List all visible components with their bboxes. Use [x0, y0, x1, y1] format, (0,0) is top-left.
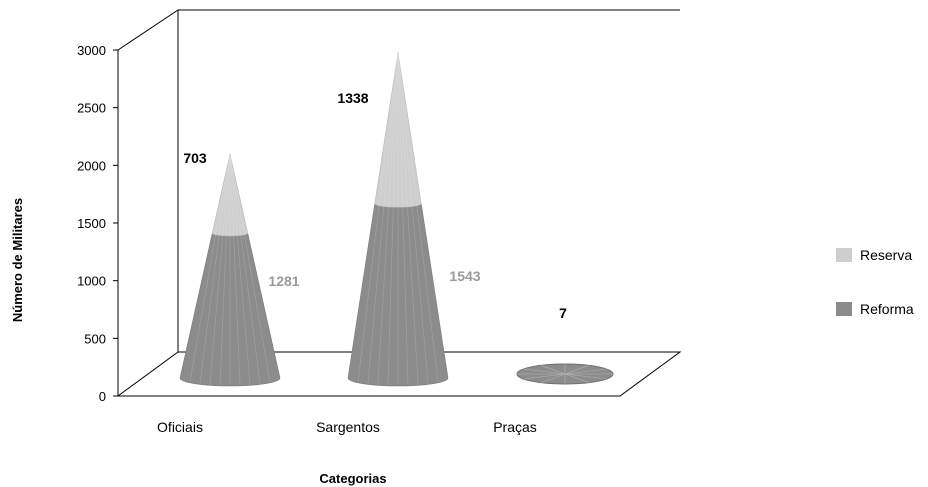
y-tick-label: 1000 — [77, 274, 106, 289]
cone-sargentos — [347, 52, 449, 387]
cone-rib — [397, 54, 409, 385]
y-axis-ticks: 0 500 1000 1500 2000 2500 3000 — [77, 43, 118, 404]
legend: Reserva Reforma — [836, 247, 914, 317]
cone-segment-reserva — [374, 52, 422, 208]
cone-disc-rib — [540, 373, 566, 383]
cone-disc-rib — [564, 365, 590, 375]
cone-rib — [199, 155, 230, 384]
data-labels: 703 1338 7 1281 1543 — [183, 90, 567, 321]
y-tick-label: 0 — [99, 389, 106, 404]
cone-rib — [398, 54, 439, 382]
category-label: Praças — [493, 419, 537, 435]
cone-disc-rib — [540, 365, 566, 375]
cone-rib — [398, 54, 419, 384]
cone-praças — [516, 363, 614, 385]
legend-swatch-reforma — [836, 302, 852, 316]
floor — [116, 351, 682, 397]
cone-rib — [398, 54, 429, 384]
cone-disc-rib — [564, 373, 590, 383]
x-axis-title: Categorias — [319, 471, 386, 486]
cone-rib — [367, 54, 398, 384]
legend-label-reserva: Reserva — [860, 247, 912, 263]
cone-rib — [357, 54, 398, 382]
y-axis-title: Número de Militares — [10, 198, 25, 322]
y-tick-label: 1500 — [77, 216, 106, 231]
data-label-reserva: 703 — [183, 150, 207, 166]
cone-rib — [219, 155, 231, 385]
cone-rib — [387, 54, 399, 385]
cone-disc-rib — [564, 373, 607, 380]
y-tick-label: 2000 — [77, 158, 106, 173]
cone-rib — [377, 54, 398, 384]
cone-segment-reserva — [211, 153, 249, 237]
cone-disc-rib — [523, 368, 566, 375]
y-tick-label: 2500 — [77, 101, 106, 116]
data-label-reserva: 1338 — [337, 90, 368, 106]
cone-rib — [209, 155, 230, 384]
y-tick-label: 500 — [84, 331, 106, 346]
cone-rib — [230, 155, 251, 384]
left-wall-top-edge — [117, 9, 179, 51]
legend-swatch-reserva — [836, 248, 852, 262]
cone-rib — [229, 155, 241, 385]
category-label: Sargentos — [316, 419, 380, 435]
category-label: Oficiais — [157, 419, 203, 435]
cone-disc-rib — [523, 373, 566, 380]
cones — [179, 52, 614, 387]
data-label-reforma: 1281 — [268, 273, 299, 289]
cone-rib — [230, 155, 271, 382]
cone-rib — [189, 155, 230, 382]
cone-disc-rib — [564, 368, 607, 375]
legend-label-reforma: Reforma — [860, 301, 914, 317]
data-label-reforma: 1543 — [449, 268, 480, 284]
cone-oficiais — [179, 153, 281, 387]
category-labels: Oficiais Sargentos Praças — [157, 419, 537, 435]
cone-rib — [230, 155, 261, 384]
data-label-reserva: 7 — [559, 305, 567, 321]
y-tick-label: 3000 — [77, 43, 106, 58]
